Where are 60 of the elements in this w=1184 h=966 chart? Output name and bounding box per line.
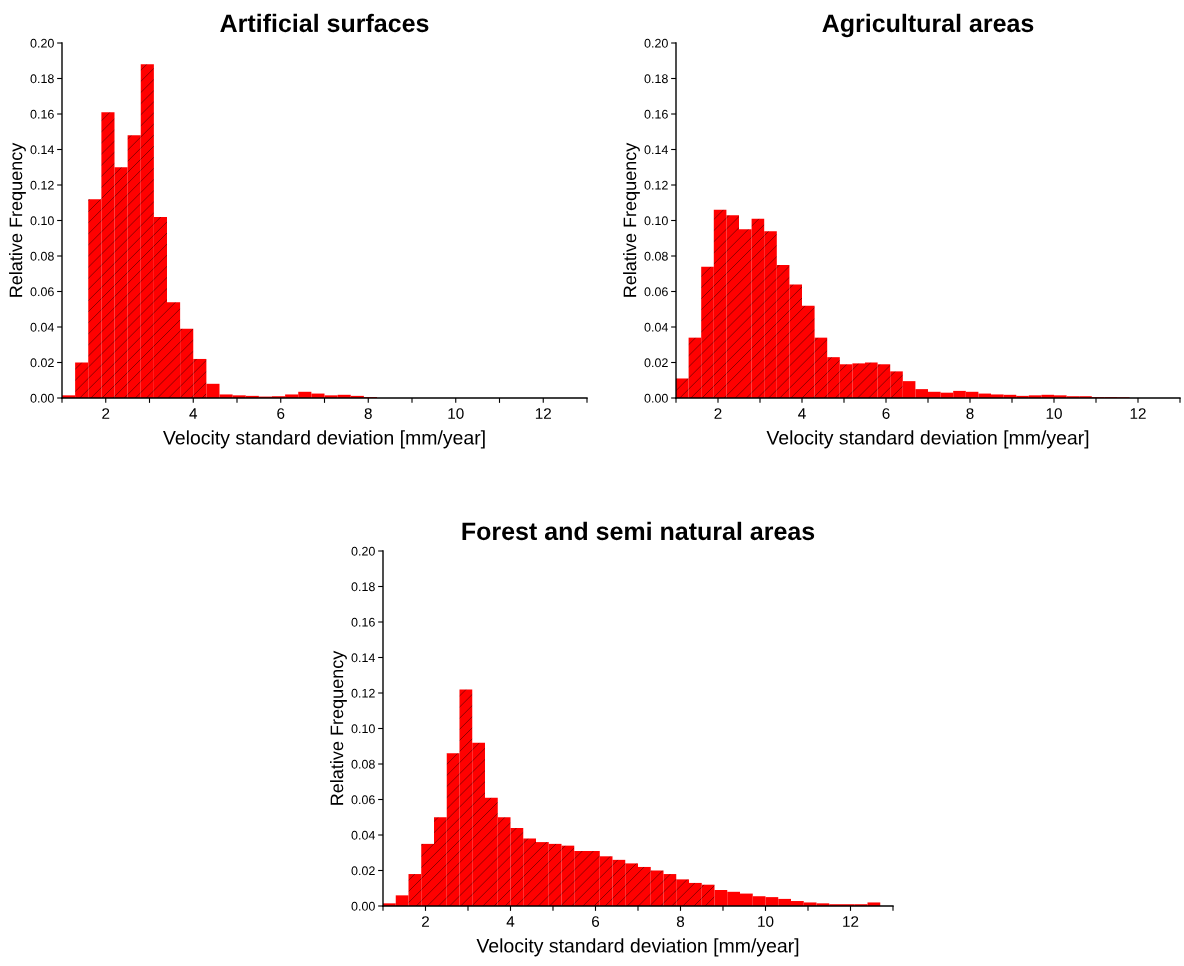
y-tick-label: 0.12 bbox=[351, 688, 375, 698]
y-axis-title: Relative Frequency bbox=[9, 142, 26, 297]
chart-title: Forest and semi natural areas bbox=[462, 521, 815, 541]
y-tick-label: 0.08 bbox=[644, 251, 668, 261]
y-tick-label: 0.06 bbox=[351, 795, 375, 805]
y-tick-label: 0.16 bbox=[30, 109, 54, 119]
y-tick-label: 0.16 bbox=[644, 109, 668, 119]
y-tick-label: 0.08 bbox=[351, 759, 375, 769]
x-tick-label: 8 bbox=[676, 916, 685, 927]
x-axis-title: Velocity standard deviation [mm/year] bbox=[476, 938, 799, 957]
chart-title: Agricultural areas bbox=[822, 13, 1034, 38]
x-tick-label: 2 bbox=[714, 408, 722, 419]
y-tick-label: 0.10 bbox=[351, 724, 375, 734]
x-tick-label: 6 bbox=[592, 916, 600, 927]
y-tick-label: 0.20 bbox=[351, 546, 375, 556]
x-axis-title: Velocity standard deviation [mm/year] bbox=[766, 430, 1089, 449]
chart-title: Artificial surfaces bbox=[220, 13, 429, 33]
y-tick-label: 0.06 bbox=[644, 287, 668, 297]
y-tick-label: 0.08 bbox=[30, 251, 54, 261]
y-tick-label: 0.18 bbox=[644, 74, 668, 84]
x-tick-label: 12 bbox=[1130, 408, 1146, 419]
x-tick-label: 8 bbox=[966, 408, 974, 419]
y-tick-label: 0.20 bbox=[644, 38, 668, 48]
y-tick-label: 0.16 bbox=[351, 617, 375, 627]
x-tick-label: 10 bbox=[1046, 408, 1062, 419]
x-tick-label: 10 bbox=[448, 408, 464, 419]
x-tick-label: 12 bbox=[535, 408, 551, 419]
y-axis-title: Relative Frequency bbox=[623, 142, 640, 297]
y-tick-label: 0.00 bbox=[351, 901, 375, 911]
y-tick-label: 0.14 bbox=[30, 145, 54, 155]
y-tick-label: 0.12 bbox=[644, 180, 668, 190]
x-tick-label: 6 bbox=[277, 408, 285, 419]
y-tick-label: 0.04 bbox=[30, 322, 54, 332]
y-axis-title: Relative Frequency bbox=[330, 650, 347, 805]
y-tick-label: 0.00 bbox=[30, 393, 54, 403]
y-tick-label: 0.02 bbox=[644, 358, 668, 368]
y-tick-label: 0.14 bbox=[351, 653, 375, 663]
y-tick-label: 0.02 bbox=[30, 358, 54, 368]
x-tick-label: 2 bbox=[422, 916, 429, 927]
y-tick-label: 0.20 bbox=[30, 38, 54, 48]
y-tick-label: 0.00 bbox=[644, 393, 668, 403]
y-tick-label: 0.04 bbox=[351, 830, 375, 840]
y-tick-label: 0.04 bbox=[644, 322, 668, 332]
x-tick-label: 4 bbox=[189, 408, 198, 419]
y-tick-label: 0.10 bbox=[644, 216, 668, 226]
y-tick-label: 0.12 bbox=[30, 180, 54, 190]
y-tick-label: 0.06 bbox=[30, 287, 54, 297]
x-tick-label: 4 bbox=[506, 916, 515, 927]
x-tick-label: 2 bbox=[102, 408, 110, 419]
x-tick-label: 8 bbox=[364, 408, 372, 419]
x-tick-label: 4 bbox=[798, 408, 806, 419]
x-tick-label: 6 bbox=[882, 408, 890, 419]
x-tick-label: 12 bbox=[843, 916, 859, 927]
y-tick-label: 0.18 bbox=[351, 582, 375, 592]
y-tick-label: 0.14 bbox=[644, 145, 668, 155]
x-tick-label: 10 bbox=[758, 916, 774, 927]
y-tick-label: 0.10 bbox=[30, 216, 54, 226]
x-axis-title: Velocity standard deviation [mm/year] bbox=[163, 430, 485, 449]
y-tick-label: 0.18 bbox=[30, 74, 54, 84]
y-tick-label: 0.02 bbox=[351, 866, 375, 876]
